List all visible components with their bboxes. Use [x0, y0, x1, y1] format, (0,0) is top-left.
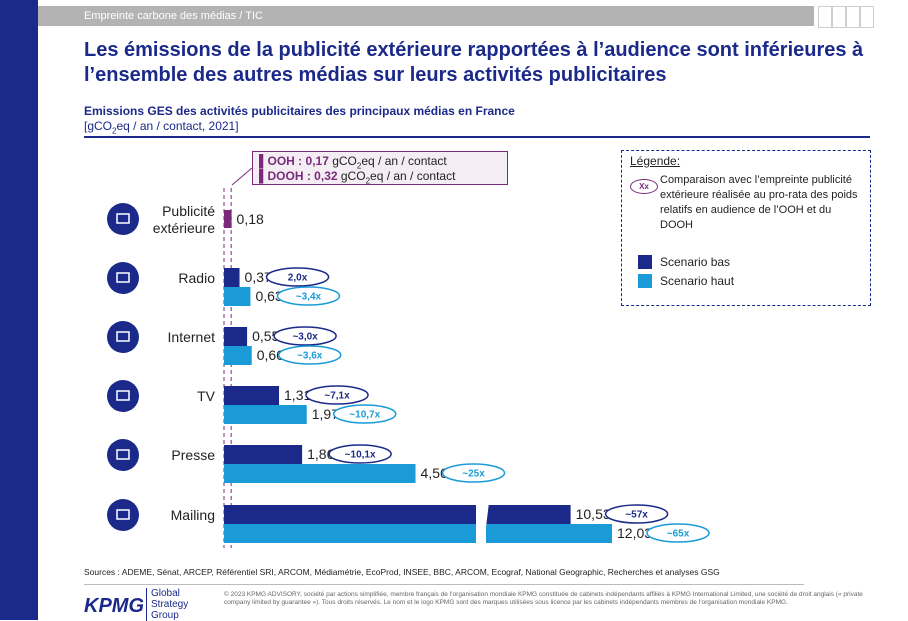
corner-square	[860, 6, 874, 28]
category-label: Publicité extérieure	[152, 203, 215, 236]
mail-icon-glyph	[116, 509, 130, 520]
ratio-label: ~10,1x	[345, 450, 376, 461]
data-label: 1,31	[284, 387, 311, 403]
bar	[224, 287, 251, 306]
bar	[224, 346, 252, 365]
corner-square	[846, 6, 860, 28]
radio-icon	[107, 262, 139, 294]
ratio-label: ~7,1x	[324, 391, 350, 402]
newspaper-icon	[107, 439, 139, 471]
data-label: 0,18	[237, 211, 264, 227]
kpmg-logo: KPMG	[84, 595, 144, 617]
ratio-label: ~57x	[625, 510, 648, 521]
data-label: 0,66	[257, 347, 284, 363]
bar	[224, 505, 476, 524]
corner-square	[818, 6, 832, 28]
chart-unit: [gCO2eq / an / contact, 2021]	[84, 119, 239, 136]
data-label: 4,56	[421, 465, 448, 481]
legend-swatch-low	[638, 255, 652, 269]
title-rule	[84, 136, 870, 138]
axis-break	[478, 494, 490, 544]
ratio-label: ~65x	[667, 529, 690, 540]
legend-description: Comparaison avec l’empreinte publicité e…	[660, 174, 858, 231]
ratio-label: ~3,4x	[296, 292, 322, 303]
globe-icon	[107, 321, 139, 353]
ratio-label: ~10,7x	[349, 410, 380, 421]
footer-rule	[84, 584, 804, 585]
bar	[224, 405, 307, 424]
ratio-oval	[305, 385, 369, 405]
callout-dooh: ▌DOOH : 0,32 gCO2eq / an / contact	[259, 169, 456, 186]
bar	[224, 524, 476, 543]
ratio-oval	[276, 286, 341, 306]
category-label: TV	[197, 388, 215, 404]
legend: Légende: Xx Comparaison avec l’empreinte…	[621, 150, 871, 306]
corner-square	[832, 6, 846, 28]
radio-icon-glyph	[116, 272, 130, 283]
ratio-oval	[265, 267, 330, 287]
callout-pointer	[231, 167, 253, 186]
tv-icon	[107, 380, 139, 412]
sources: Sources : ADEME, Sénat, ARCEP, Référenti…	[84, 567, 720, 577]
category-label: Internet	[167, 329, 215, 345]
bar	[224, 464, 416, 483]
billboard-icon	[107, 203, 139, 235]
ratio-label: ~3,6x	[297, 351, 323, 362]
category-label: Mailing	[170, 507, 215, 523]
left-band	[0, 0, 38, 620]
globe-icon-glyph	[116, 331, 130, 342]
bar	[224, 386, 280, 405]
bar	[224, 268, 240, 287]
bar	[224, 210, 232, 228]
copyright-text: © 2023 KPMG ADVISORY, société par action…	[224, 591, 863, 606]
legend-label-high: Scenario haut	[660, 274, 735, 288]
ratio-label: ~3,0x	[292, 332, 318, 343]
page-title: Les émissions de la publicité extérieure…	[84, 39, 864, 86]
bar	[224, 327, 248, 346]
newspaper-icon-glyph	[116, 449, 130, 460]
ratio-oval	[328, 444, 392, 464]
reference-callout: ▌OOH : 0,17 gCO2eq / an / contact ▌DOOH …	[252, 151, 508, 185]
data-label: 0,63	[255, 288, 282, 304]
data-label: 10,53	[576, 506, 611, 522]
ratio-label: ~25x	[462, 469, 485, 480]
bar	[224, 445, 303, 464]
ratio-oval	[604, 504, 669, 524]
data-label: 1,86	[307, 446, 334, 462]
ratio-label: 2,0x	[288, 273, 308, 284]
bar-after-break	[486, 505, 571, 524]
tv-icon-glyph	[116, 390, 130, 401]
breadcrumb: Empreinte carbone des médias / TIC	[38, 6, 814, 26]
data-label: 1,97	[312, 406, 339, 422]
category-label: Radio	[178, 270, 215, 286]
category-label: Presse	[171, 447, 215, 463]
data-label: 12,03	[617, 525, 652, 541]
bar-after-break	[486, 524, 612, 543]
ratio-oval	[332, 404, 397, 424]
gsg-logo: Global Strategy Group	[146, 588, 188, 621]
billboard-icon-glyph	[116, 213, 130, 224]
chart-subtitle: Emissions GES des activités publicitaire…	[84, 104, 515, 118]
data-label: 0,55	[252, 328, 279, 344]
ratio-oval	[273, 326, 337, 346]
ratio-oval	[277, 345, 342, 365]
legend-ratio-oval: Xx	[630, 179, 658, 194]
mail-icon	[107, 499, 139, 531]
legend-swatch-high	[638, 274, 652, 288]
ratio-oval	[646, 523, 710, 543]
ratio-oval	[441, 463, 506, 483]
data-label: 0,37	[245, 269, 272, 285]
legend-label-low: Scenario bas	[660, 255, 731, 269]
callout-ooh: ▌OOH : 0,17 gCO2eq / an / contact	[259, 154, 447, 171]
legend-title: Légende:	[630, 154, 681, 168]
